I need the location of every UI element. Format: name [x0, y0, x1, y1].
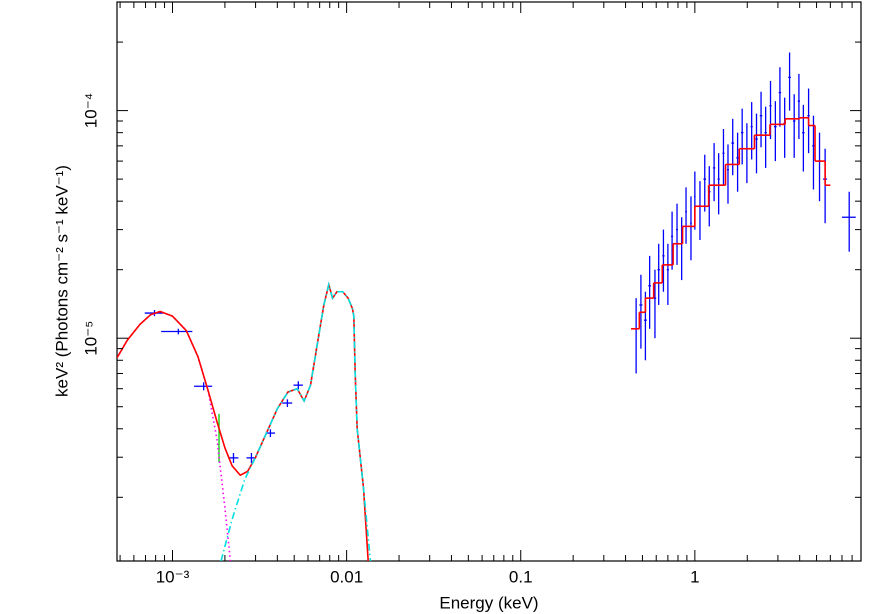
x-tick-label: 10⁻³ — [156, 567, 190, 586]
x-axis-label: Energy (keV) — [439, 593, 538, 612]
axes: 10⁻³ 0.01 0.1 1 10⁻⁵ 10⁻⁴ — [81, 2, 861, 586]
plot-area — [117, 52, 856, 561]
model-curve — [117, 281, 369, 561]
x-tick-label: 1 — [690, 567, 699, 586]
y-tick-label: 10⁻⁵ — [81, 321, 100, 356]
y-axis-label: keV² (Photons cm⁻² s⁻¹ keV⁻¹) — [52, 165, 71, 397]
plot-frame — [116, 1, 862, 562]
x-tick-label: 0.01 — [330, 567, 363, 586]
model-curve — [220, 281, 372, 561]
x-tick-label: 0.1 — [509, 567, 533, 586]
y-tick-label: 10⁻⁴ — [81, 93, 100, 128]
model-curve — [117, 310, 232, 561]
